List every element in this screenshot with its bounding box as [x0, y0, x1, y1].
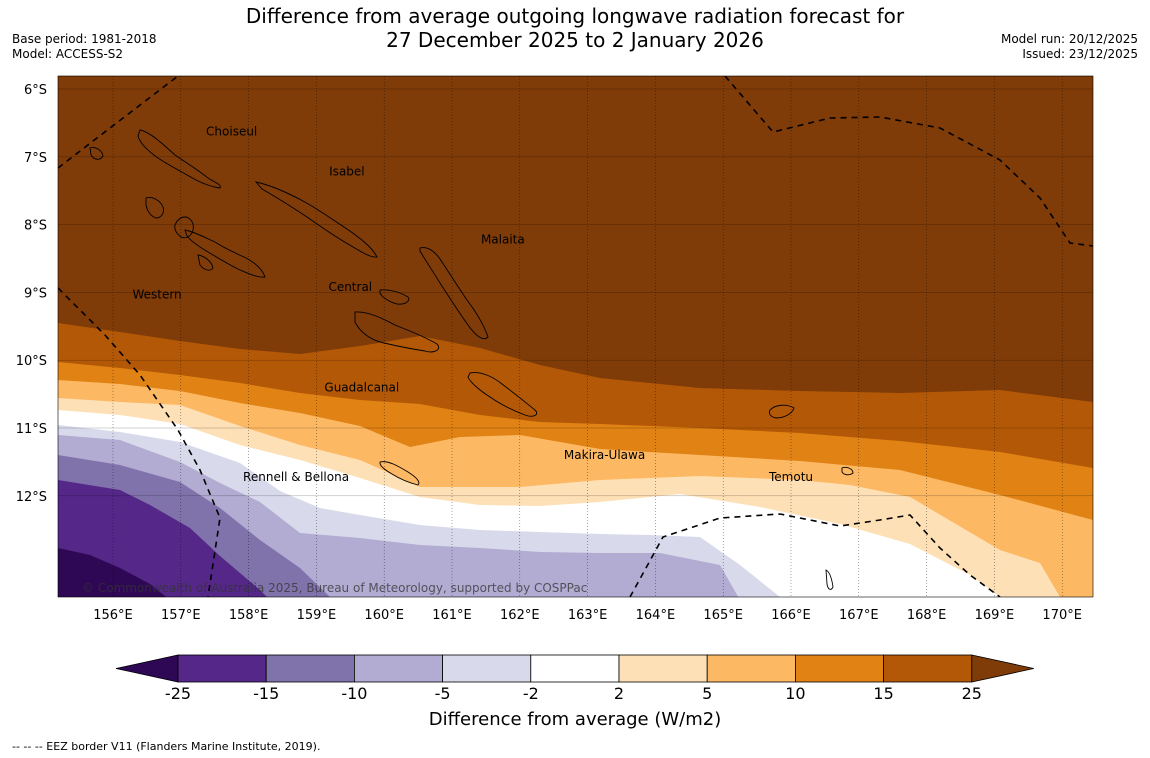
colorbar-segment — [442, 654, 532, 683]
region-label: Western — [132, 287, 181, 301]
island-makira — [467, 372, 538, 417]
lat-label: 9°S — [24, 286, 47, 301]
lat-label: 11°S — [16, 422, 47, 437]
colorbar-segment — [618, 654, 708, 683]
colorbar-tick-label: -5 — [434, 684, 451, 703]
lat-label: 7°S — [24, 151, 47, 166]
band-below-minus25 — [58, 548, 167, 597]
colorbar-tick-label: 10 — [785, 684, 806, 703]
colorbar-segment — [795, 654, 885, 683]
lat-label: 10°S — [16, 354, 47, 369]
lon-label: 156°E — [93, 608, 133, 623]
island-torres — [825, 569, 834, 590]
lon-label: 160°E — [364, 608, 404, 623]
colorbar-segment — [177, 654, 267, 683]
chart-title: Difference from average outgoing longwav… — [0, 4, 1150, 52]
issued-date: Issued: 23/12/2025 — [1022, 47, 1138, 61]
lat-label: 6°S — [24, 83, 47, 98]
lon-label: 163°E — [568, 608, 608, 623]
island-shortland — [89, 147, 104, 160]
region-label: Guadalcanal — [324, 380, 399, 394]
map-area — [58, 76, 1093, 597]
colorbar-title: Difference from average (W/m2) — [428, 709, 722, 730]
colorbar-tick-label: -15 — [253, 684, 280, 703]
island-coastlines — [89, 129, 854, 590]
colorbar-segment — [706, 654, 796, 683]
lon-label: 164°E — [636, 608, 676, 623]
region-label: Rennell & Bellona — [243, 470, 349, 484]
colorbar-tick-label: -25 — [164, 684, 192, 703]
meta-left: Base period: 1981-2018 Model: ACCESS-S2 — [12, 32, 157, 62]
colorbar — [115, 654, 1034, 683]
island-choiseul — [137, 129, 221, 189]
region-label: Temotu — [768, 470, 813, 484]
region-label: Choiseul — [206, 125, 257, 139]
region-labels: Choiseul Isabel Malaita Central Western Guada… — [132, 125, 813, 484]
colorbar-tick-label: -2 — [522, 684, 539, 703]
model-name: Model: ACCESS-S2 — [12, 47, 124, 61]
base-period: Base period: 1981-2018 — [12, 32, 157, 46]
eez-border-png-north — [58, 76, 179, 169]
lat-label: 12°S — [16, 490, 47, 505]
graticule — [58, 76, 1093, 597]
lat-label: 8°S — [24, 219, 47, 234]
colorbar-segment — [353, 654, 443, 683]
eez-border-tuvalu — [724, 76, 1093, 247]
lon-label: 168°E — [907, 608, 947, 623]
island-isabel — [254, 181, 378, 258]
latitude-labels: 6°S 7°S 8°S 9°S 10°S 11°S 12°S — [16, 83, 47, 505]
colorbar-tick-label: 5 — [702, 684, 713, 703]
island-malaita — [419, 247, 489, 340]
colorbar-segment — [265, 654, 355, 683]
colorbar-tick-label: -10 — [341, 684, 368, 703]
colorbar-tick-label: 2 — [613, 684, 625, 703]
region-label: Isabel — [329, 165, 364, 179]
model-run: Model run: 20/12/2025 — [1000, 32, 1138, 46]
island-guadalcanal — [354, 311, 440, 353]
colorbar-tick-label: 15 — [873, 684, 894, 703]
island-vella-lavella — [145, 197, 164, 219]
region-label: Makira-Ulawa — [564, 448, 645, 462]
island-santa-cruz — [768, 404, 795, 419]
eez-border-png-west — [58, 287, 221, 597]
eez-border-vanuatu — [629, 513, 1001, 597]
island-vanikoro — [841, 466, 854, 476]
meta-right: Model run: 20/12/2025 Issued: 23/12/2025 — [1001, 32, 1138, 62]
lon-label: 170°E — [1042, 608, 1082, 623]
island-rennell — [379, 461, 420, 486]
eez-footnote: -- -- -- EEZ border V11 (Flanders Marine… — [12, 740, 321, 753]
copyright-text: © Commonwealth of Australia 2025, Bureau… — [82, 581, 587, 595]
lon-label: 159°E — [297, 608, 337, 623]
lon-label: 165°E — [703, 608, 743, 623]
colorbar-segment — [883, 654, 973, 683]
colorbar-segment — [530, 654, 620, 683]
region-label: Central — [328, 280, 372, 294]
island-new-georgia — [184, 229, 266, 278]
eez-borders — [58, 76, 1093, 597]
region-label: Malaita — [481, 233, 525, 247]
longitude-labels: 156°E 157°E 158°E 159°E 160°E 161°E 162°E 163°E… — [93, 608, 1082, 623]
lon-label: 166°E — [771, 608, 811, 623]
island-rendova — [197, 254, 214, 271]
lon-label: 167°E — [839, 608, 879, 623]
lon-label: 158°E — [229, 608, 269, 623]
colorbar-tick-label: 25 — [961, 684, 982, 703]
title-line-1: Difference from average outgoing longwav… — [245, 4, 905, 28]
island-kolombangara — [174, 216, 194, 239]
lon-label: 157°E — [161, 608, 201, 623]
title-line-2: 27 December 2025 to 2 January 2026 — [386, 28, 764, 52]
lon-label: 162°E — [500, 608, 540, 623]
map-frame — [57, 75, 1094, 598]
lon-label: 161°E — [432, 608, 472, 623]
colorbar-extend-high — [971, 654, 1034, 683]
lon-label: 169°E — [975, 608, 1015, 623]
island-florida — [379, 289, 410, 305]
colorbar-extend-low — [115, 654, 179, 683]
